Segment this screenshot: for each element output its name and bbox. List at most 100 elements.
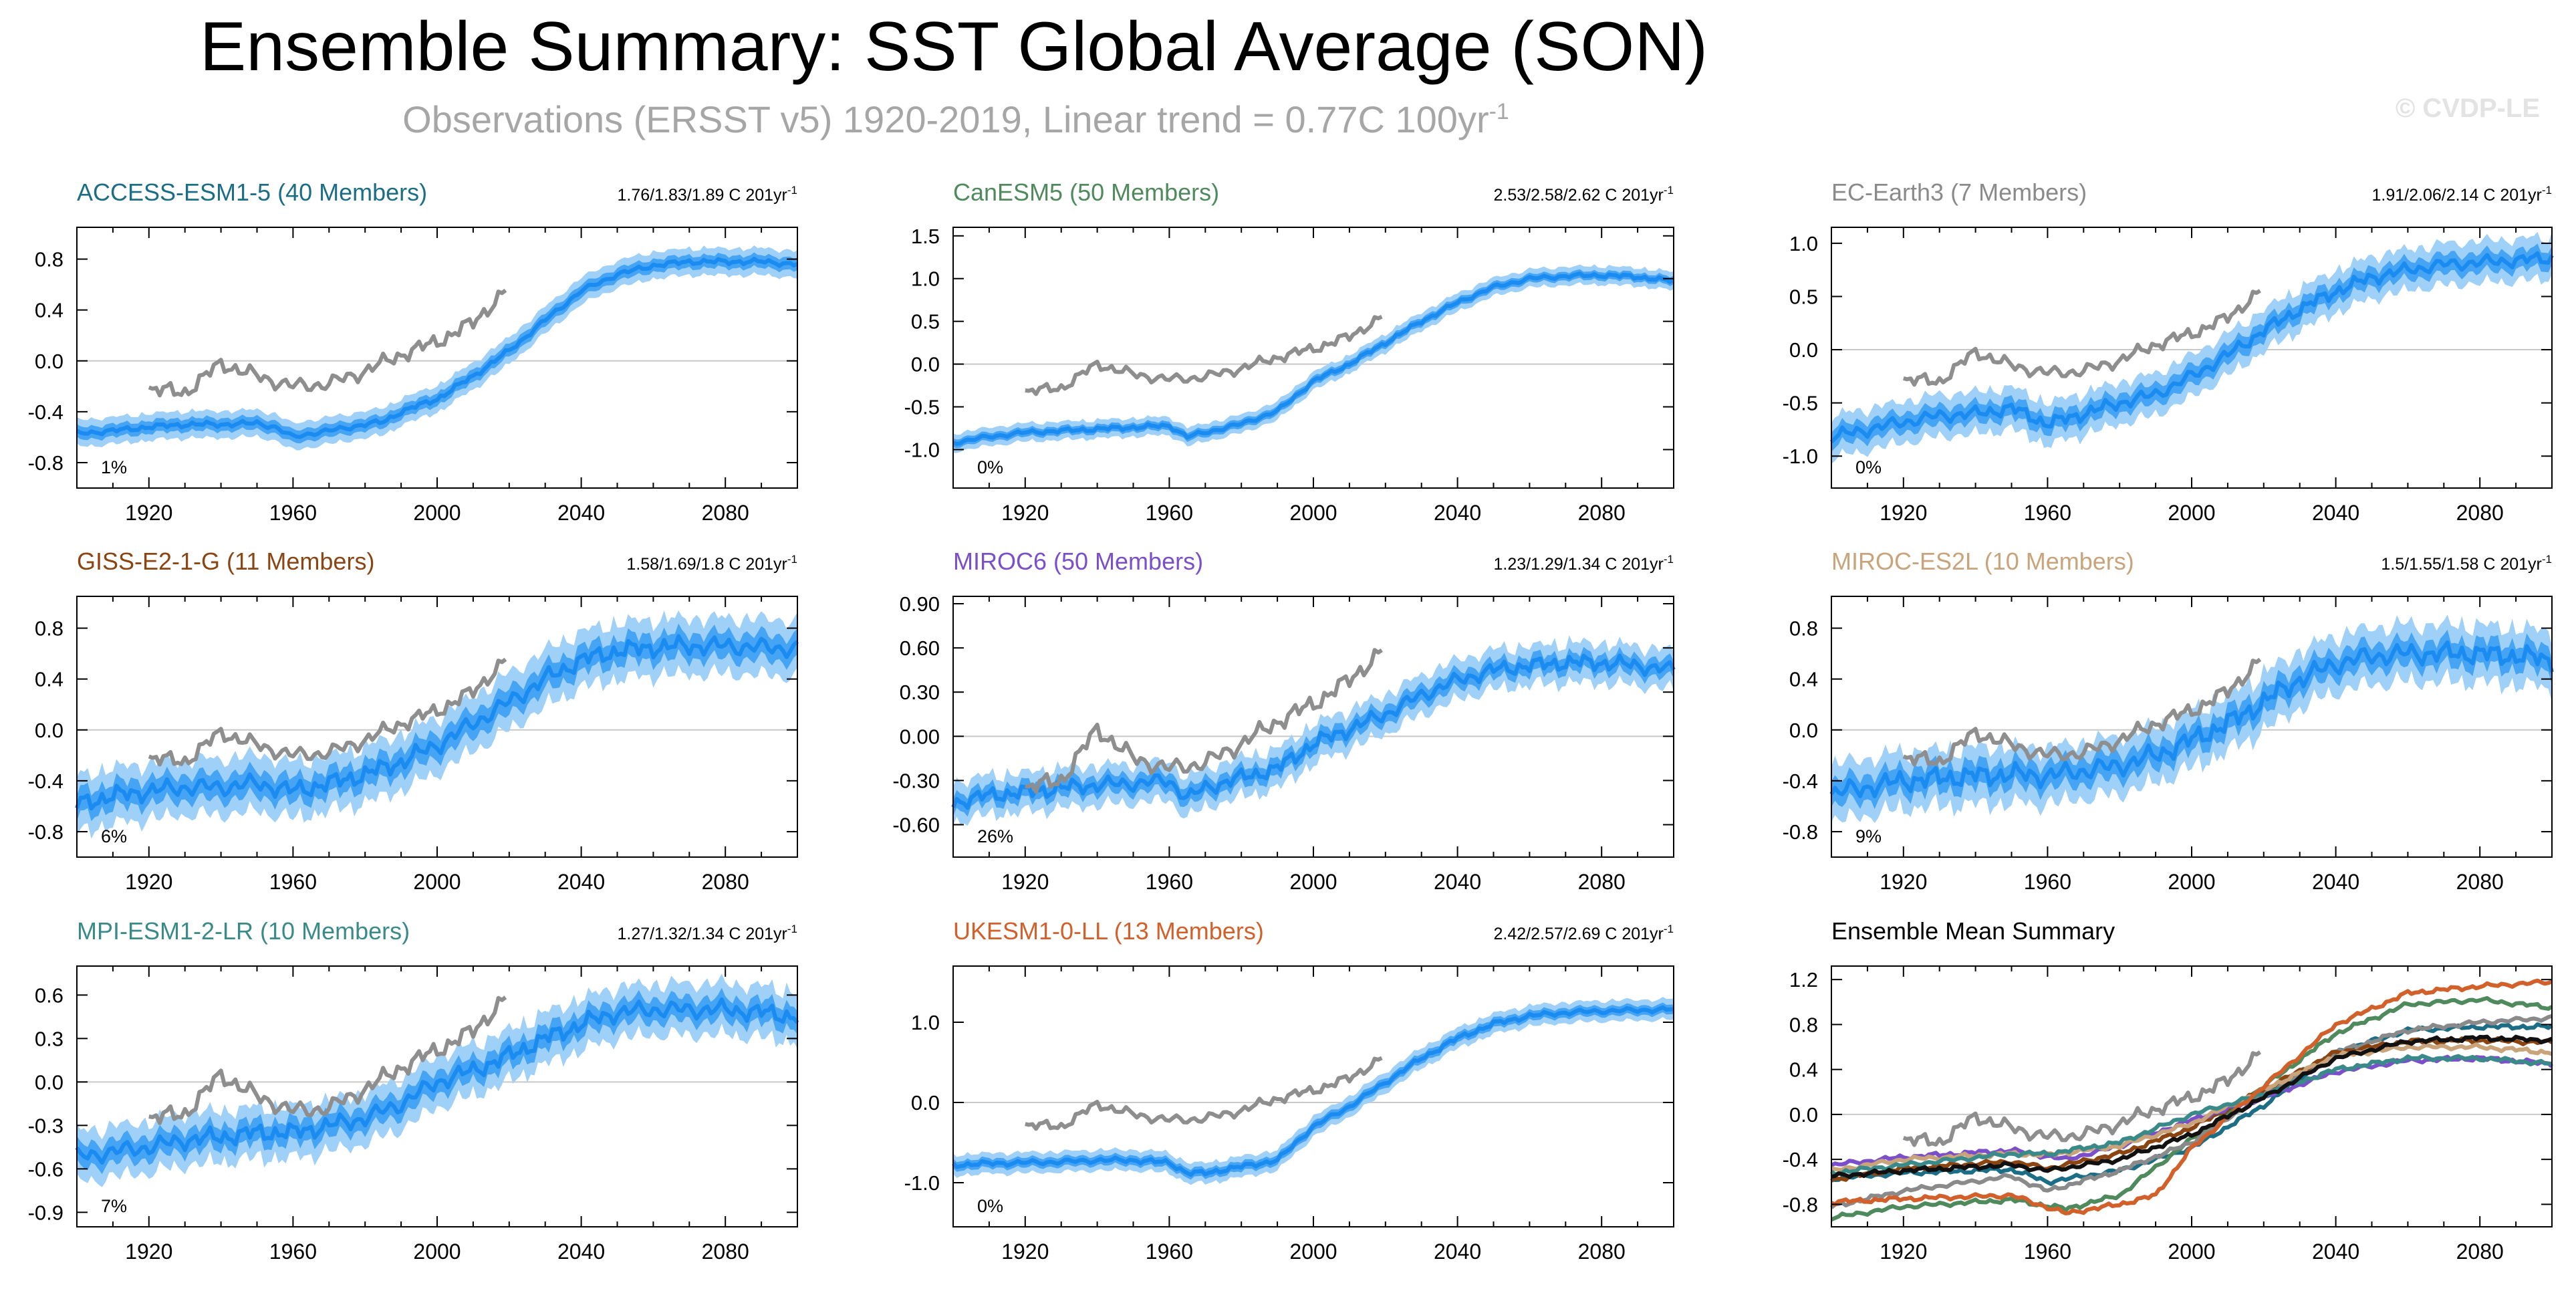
x-tick-label: 1960	[269, 501, 317, 525]
plot-frame	[952, 227, 1674, 489]
ensemble-mean-line	[952, 271, 1675, 446]
x-tick-label: 1960	[1146, 870, 1193, 894]
x-tick-label: 2000	[2168, 501, 2215, 525]
y-tick-label: 0.4	[1789, 668, 1818, 691]
y-tick-label: -0.8	[28, 820, 63, 844]
panels: 1920 1960 2000 2040 2080 -0.8 -0.4 0.0 0.4 0.8 ACC…	[28, 179, 2554, 1264]
percent-rank: 9%	[1855, 826, 1882, 846]
observations-line	[148, 995, 507, 1125]
x-tick-label: 2080	[2456, 870, 2504, 894]
y-tick-label: -0.8	[28, 451, 63, 475]
x-tick-label: 2040	[2312, 501, 2359, 525]
x-tick-label: 1960	[1146, 501, 1193, 525]
ensemble-mean-series-line	[1830, 978, 2553, 1215]
y-tick-label: 0.8	[35, 248, 63, 271]
x-tick-label: 1920	[125, 1240, 172, 1264]
chart-panel: 1920 1960 2000 2040 2080 -0.8 -0.4 0.0 0.4 0.8 MIR…	[1783, 548, 2554, 894]
x-tick-label: 2080	[702, 870, 749, 894]
trend-range: 1.58/1.69/1.8 C 201yr-1	[626, 553, 797, 574]
x-tick-label: 2040	[557, 1240, 605, 1264]
x-tick-label: 2040	[1434, 501, 1481, 525]
y-tick-label: -0.4	[1783, 1148, 1818, 1171]
x-tick-label: 1960	[2024, 501, 2071, 525]
x-tick-label: 2000	[1289, 870, 1337, 894]
watermark: © CVDP-LE	[2396, 94, 2540, 123]
trend-range: 1.91/2.06/2.14 C 201yr-1	[2372, 184, 2552, 205]
trend-range: 2.53/2.58/2.62 C 201yr-1	[1494, 184, 1674, 205]
trend-range: 1.27/1.32/1.34 C 201yr-1	[618, 923, 797, 943]
trend-range-value: 1.76/1.83/1.89 C 201yr	[618, 186, 787, 205]
panel-title: UKESM1-0-LL (13 Members)	[953, 917, 1264, 945]
figure-title: Ensemble Summary: SST Global Average (SO…	[200, 8, 1708, 86]
observations-line	[1902, 1050, 2262, 1147]
ensemble-mean-series-line	[1831, 1034, 2553, 1179]
trend-range-exponent: -1	[787, 923, 797, 935]
plot-frame	[952, 596, 1674, 858]
panel-title: CanESM5 (50 Members)	[953, 179, 1219, 206]
figure-subtitle-exponent: -1	[1489, 99, 1509, 124]
x-tick-label: 2080	[1578, 1240, 1626, 1264]
ensemble-range-band	[953, 635, 1674, 826]
x-tick-label: 2080	[702, 501, 749, 525]
observations-line	[1025, 314, 1383, 396]
x-tick-label: 2080	[1578, 501, 1626, 525]
observations-line	[1025, 648, 1383, 794]
chart-panel: 1920 1960 2000 2040 2080 -1.0 -0.5 0.0 0.5 1.0 EC-…	[1783, 179, 2554, 525]
y-tick-label: -0.8	[1783, 820, 1818, 844]
x-tick-label: 2000	[2168, 870, 2215, 894]
percent-rank: 6%	[101, 826, 127, 846]
ensemble-mean-line	[951, 653, 1676, 810]
x-tick-label: 1960	[1146, 1240, 1193, 1264]
y-tick-label: 0.60	[900, 636, 940, 660]
x-tick-label: 2080	[2456, 1240, 2504, 1264]
trend-range: 2.42/2.57/2.69 C 201yr-1	[1494, 923, 1674, 943]
y-tick-label: 0.0	[911, 353, 940, 376]
y-tick-label: -1.0	[904, 438, 940, 461]
y-tick-label: -0.4	[28, 400, 63, 424]
y-tick-label: 0.0	[1789, 338, 1818, 362]
percent-rank: 26%	[977, 826, 1013, 846]
x-tick-label: 2000	[413, 870, 461, 894]
y-tick-label: -1.0	[904, 1171, 940, 1195]
ensemble-range-band	[77, 245, 797, 451]
panel-title: GISS-E2-1-G (11 Members)	[77, 548, 374, 575]
y-tick-label: -0.9	[28, 1201, 63, 1224]
trend-range: 1.23/1.29/1.34 C 201yr-1	[1494, 553, 1674, 574]
x-tick-label: 1920	[1001, 870, 1049, 894]
observations-line	[1902, 289, 2261, 387]
panel-title: EC-Earth3 (7 Members)	[1831, 179, 2087, 206]
x-tick-label: 2000	[1289, 1240, 1337, 1264]
y-tick-label: 0.90	[900, 592, 940, 616]
ensemble-iqr-band	[77, 252, 797, 444]
trend-range-exponent: -1	[787, 553, 797, 566]
x-tick-label: 2000	[2168, 1240, 2215, 1264]
y-tick-label: -0.4	[1783, 770, 1818, 793]
percent-rank: 0%	[1855, 457, 1882, 477]
figure-subtitle-main: Observations (ERSST v5) 1920-2019, Linea…	[402, 98, 1489, 140]
y-tick-label: 1.0	[1789, 232, 1818, 255]
x-tick-label: 1920	[125, 870, 172, 894]
y-tick-label: 0.8	[1789, 617, 1818, 640]
panel-title: MIROC-ES2L (10 Members)	[1831, 548, 2134, 575]
trend-range-exponent: -1	[787, 184, 797, 197]
panel-title: MPI-ESM1-2-LR (10 Members)	[77, 917, 410, 945]
panel-title: MIROC6 (50 Members)	[953, 548, 1203, 575]
y-tick-label: 0.0	[35, 719, 63, 742]
percent-rank: 7%	[101, 1196, 127, 1216]
chart-panel: 1920 1960 2000 2040 2080 -0.9 -0.6 -0.3 0.0 0.3 0.…	[28, 917, 799, 1264]
y-tick-label: 0.0	[1789, 719, 1818, 742]
x-tick-label: 1920	[1880, 870, 1927, 894]
y-tick-label: -0.6	[28, 1157, 63, 1181]
x-tick-label: 2000	[1289, 501, 1337, 525]
x-tick-label: 2040	[1434, 1240, 1481, 1264]
y-tick-label: 0.3	[35, 1027, 63, 1050]
ensemble-mean-line	[76, 257, 799, 439]
trend-range-value: 2.53/2.58/2.62 C 201yr	[1494, 186, 1664, 205]
y-tick-label: 0.6	[35, 983, 63, 1007]
y-tick-label: -1.0	[1783, 445, 1818, 468]
percent-rank: 1%	[101, 457, 127, 477]
y-tick-label: -0.30	[892, 769, 940, 792]
chart-panel: 1920 1960 2000 2040 2080 -0.60 -0.30 0.00 0.30 0.…	[892, 548, 1676, 894]
x-tick-label: 1960	[2024, 1240, 2071, 1264]
x-tick-label: 1920	[1880, 1240, 1927, 1264]
